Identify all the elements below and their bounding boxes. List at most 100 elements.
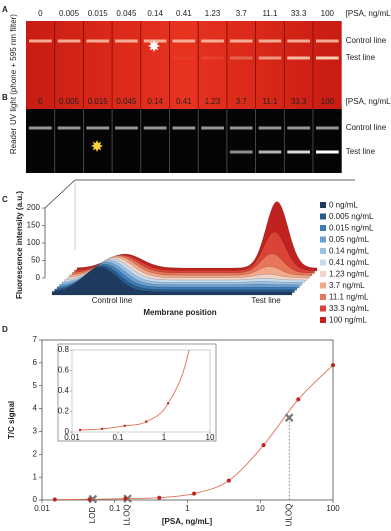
- control-band: [316, 39, 339, 43]
- concentration-label: 100: [321, 9, 335, 18]
- legend-label: 33.3 ng/mL: [329, 304, 370, 313]
- concentration-label: 33.3: [291, 9, 307, 18]
- legend-swatch: [320, 271, 326, 277]
- test-band: [287, 56, 310, 60]
- concentration-label: 100: [321, 97, 335, 106]
- x-category-label: Test line: [251, 296, 281, 305]
- panel-letter: D: [2, 325, 8, 334]
- test-line-label: Test line: [346, 147, 376, 156]
- test-band: [201, 56, 224, 60]
- marker-label: LOD: [88, 507, 97, 524]
- legend-swatch: [320, 305, 326, 312]
- y-tick-label: 150: [27, 221, 41, 230]
- control-band: [229, 126, 253, 130]
- concentration-label: 0.045: [116, 9, 137, 18]
- legend-swatch: [320, 225, 326, 231]
- legend-label: 0.015 ng/mL: [329, 224, 374, 233]
- y-tick-label: 50: [31, 256, 40, 265]
- legend-swatch: [320, 282, 326, 289]
- test-band: [258, 150, 282, 154]
- control-band: [201, 126, 224, 130]
- concentration-label: 3.7: [236, 9, 248, 18]
- legend-label: 3.7 ng/mL: [329, 281, 365, 290]
- legend-label: 1.23 ng/mL: [329, 270, 370, 279]
- frame-line: [44, 179, 76, 209]
- concentration-label: 0.045: [116, 97, 137, 106]
- concentration-label: 0.015: [88, 97, 109, 106]
- panel-letter: A: [2, 5, 8, 14]
- legend-swatch: [320, 248, 326, 254]
- inset-y-tick-label: 0.8: [58, 345, 70, 354]
- side-label: UV light (phone + 595 nm filter): [9, 14, 18, 125]
- y-tick-label: 0: [36, 273, 41, 282]
- inset-box: [57, 343, 217, 442]
- control-band: [115, 126, 138, 130]
- control-line-label: Control line: [346, 36, 387, 45]
- concentration-label: 0.015: [88, 9, 109, 18]
- y-tick-label: 5: [33, 381, 38, 390]
- x-axis-title: [PSA, ng/mL]: [162, 517, 213, 526]
- concentration-label: 33.3: [291, 97, 307, 106]
- legend-swatch: [320, 213, 326, 220]
- legend-swatch: [320, 317, 326, 323]
- legend-swatch: [320, 236, 326, 243]
- concentration-label: 11.1: [262, 97, 278, 106]
- inset-x-tick-label: 10: [206, 433, 215, 442]
- panel-letter: C: [2, 195, 8, 204]
- concentration-label: 0: [38, 97, 43, 106]
- inset-point: [123, 424, 126, 428]
- control-band: [29, 126, 52, 130]
- y-tick-label: 3: [33, 427, 38, 436]
- y-tick-label: 0: [33, 495, 38, 504]
- inset-point: [144, 420, 148, 423]
- marker-star: [148, 40, 160, 52]
- x-tick-label: 0.1: [109, 504, 121, 513]
- unit-label: [PSA, ng/mL]: [346, 97, 391, 106]
- data-point: [157, 495, 162, 500]
- inset-y-tick-label: 0.2: [58, 407, 70, 416]
- legend-label: 0.005 ng/mL: [329, 212, 374, 221]
- concentration-label: 0.14: [147, 9, 163, 18]
- marker-cross: [284, 413, 294, 422]
- test-band: [258, 56, 282, 60]
- y-tick-label: 1: [33, 472, 38, 481]
- control-band: [143, 39, 167, 43]
- marker-star: [91, 140, 103, 152]
- concentration-label: 11.1: [262, 9, 278, 18]
- inset-x-tick-label: 0.1: [112, 433, 124, 442]
- intensity-profile: [51, 267, 293, 296]
- inset-point: [78, 428, 82, 432]
- control-band: [29, 39, 52, 43]
- legend-label: 100 ng/mL: [329, 316, 367, 325]
- concentration-label: 0.005: [59, 9, 80, 18]
- inset-point: [166, 402, 170, 405]
- inset-x-tick-label: 1: [162, 433, 167, 442]
- test-band: [287, 150, 310, 154]
- test-band: [316, 150, 339, 154]
- y-tick-label: 2: [33, 449, 38, 458]
- control-band: [172, 39, 196, 43]
- marker-label: LLOQ: [123, 504, 132, 525]
- control-band: [287, 126, 310, 130]
- control-band: [115, 39, 138, 43]
- concentration-label: 0.005: [59, 97, 80, 106]
- control-band: [287, 39, 310, 43]
- test-band: [229, 56, 253, 60]
- control-band: [258, 39, 282, 43]
- test-band: [172, 56, 196, 60]
- inset-y-tick-label: 0.6: [58, 366, 70, 375]
- concentration-label: 0.14: [147, 97, 163, 106]
- control-band: [316, 126, 339, 130]
- x-axis-title: Membrane position: [143, 308, 216, 317]
- data-point: [52, 497, 57, 502]
- y-tick-label: 7: [33, 335, 38, 344]
- y-axis-title: T/C signal: [7, 401, 16, 439]
- x-tick-label: 100: [326, 504, 340, 513]
- x-tick-label: 1: [185, 504, 190, 513]
- legend-swatch: [320, 259, 326, 266]
- legend-swatch: [320, 202, 326, 208]
- control-band: [57, 39, 81, 43]
- data-point: [226, 478, 231, 483]
- concentration-label: 0.41: [176, 9, 192, 18]
